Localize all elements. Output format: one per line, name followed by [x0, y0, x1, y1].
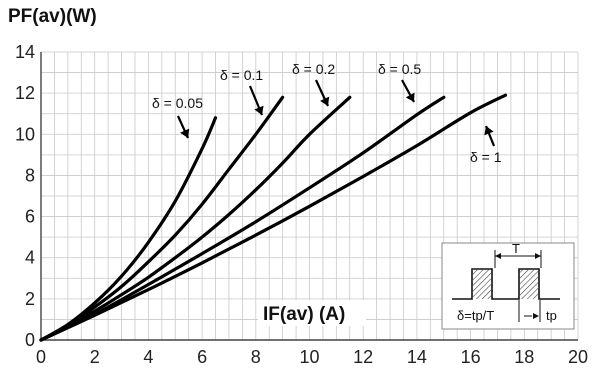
x-tick-label: 8 [251, 347, 261, 367]
series-line-0 [39, 116, 218, 342]
series-label-2: δ = 0.2 [292, 61, 335, 77]
series-line-1 [39, 95, 285, 342]
pulse-label: tp [546, 308, 557, 323]
series-line-3 [39, 95, 446, 342]
x-tick-label: 18 [514, 347, 534, 367]
axes [40, 52, 578, 341]
y-tick-label: 6 [25, 207, 35, 227]
x-tick-label: 14 [407, 347, 427, 367]
period-arrow-head-right [535, 253, 541, 259]
x-tick-label: 2 [90, 347, 100, 367]
y-tick-label: 14 [15, 42, 35, 62]
curves [39, 93, 508, 342]
y-tick-label: 8 [25, 165, 35, 185]
x-tick-labels: 0 2 4 6 8 10 12 14 16 18 20 [36, 347, 588, 367]
series-pointer-head-0 [180, 128, 190, 138]
x-tick-label: 12 [353, 347, 373, 367]
x-tick-label: 4 [143, 347, 153, 367]
series-line-4 [39, 93, 508, 342]
x-axis-title-bg [258, 300, 366, 326]
series-pointer-head-1 [254, 105, 264, 115]
series-pointer-head-3 [405, 92, 415, 102]
y-tick-label: 2 [25, 289, 35, 309]
curve-labels: δ = 0.05 δ = 0.1 δ = 0.2 δ = 0.5 δ = 1 [152, 61, 502, 165]
pulse-hatch-1 [472, 269, 492, 299]
y-tick-label: 10 [15, 124, 35, 144]
x-tick-label: 16 [461, 347, 481, 367]
y-tick-label: 0 [25, 330, 35, 350]
tp-arrow-head [533, 313, 539, 319]
series-label-0: δ = 0.05 [152, 95, 203, 111]
pulse-hatch-2 [519, 269, 539, 299]
period-label: T [512, 241, 520, 256]
y-tick-label: 4 [25, 248, 35, 268]
duty-label: δ=tp/T [457, 308, 494, 323]
series-label-4: δ = 1 [470, 149, 502, 165]
y-tick-labels: 0 2 4 6 8 10 12 14 [15, 42, 35, 350]
x-tick-label: 20 [568, 347, 588, 367]
x-tick-label: 10 [299, 347, 319, 367]
x-tick-label: 0 [36, 347, 46, 367]
inset-frame [441, 242, 575, 330]
x-axis-title: IF(av) (A) [263, 304, 345, 325]
y-axis-title: PF(av)(W) [8, 6, 97, 27]
x-tick-label: 6 [197, 347, 207, 367]
series-line-2 [39, 95, 352, 342]
series-pointer-head-2 [320, 96, 330, 106]
series-label-3: δ = 0.5 [378, 61, 421, 77]
series-pointer-head-4 [484, 126, 494, 136]
duty-cycle-inset: T δ=tp/T tp [441, 241, 575, 330]
y-tick-label: 12 [15, 83, 35, 103]
x-axis-title-group: IF(av) (A) [258, 300, 366, 326]
period-arrow-head-left [495, 253, 501, 259]
series-label-1: δ = 0.1 [220, 67, 263, 83]
